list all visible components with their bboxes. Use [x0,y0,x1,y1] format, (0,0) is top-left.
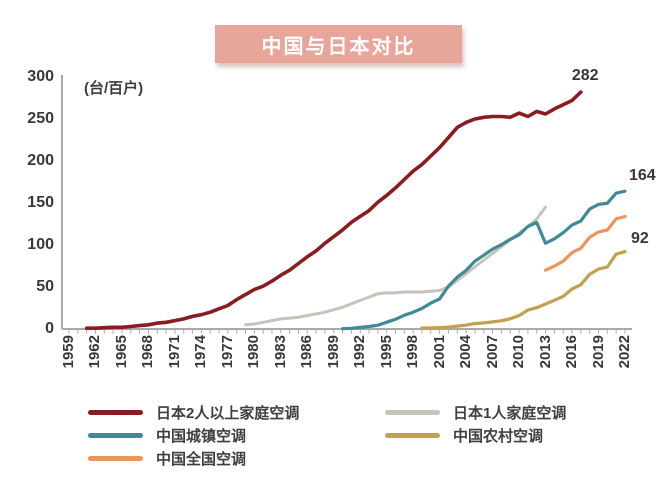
y-tick-label: 250 [27,110,54,127]
series-line-japan_2plus [84,90,583,331]
x-tick-label: 1995 [377,335,395,369]
x-tick-label: 1974 [192,335,210,369]
legend-swatch-china_national [88,455,143,461]
x-tick-label: 1983 [271,335,289,369]
x-tick-label: 1962 [86,335,104,369]
series-line-china_rural [420,250,627,330]
end-value-label-china_urban: 164 [628,167,656,185]
end-value-label-china_rural: 92 [630,229,649,247]
series-line-china_urban [341,189,627,331]
legend: 日本2人以上家庭空调 日本1人家庭空调中国城镇空调 中国农村空调中国全国空调 [88,401,633,469]
series-line-japan_single [244,205,547,327]
y-tick-label: 100 [27,236,54,253]
legend-item-china_national: 中国全国空调 [88,447,385,469]
x-tick-label: 2010 [510,335,528,369]
y-tick-label: 300 [27,68,54,85]
legend-swatch-china_rural [385,432,440,438]
legend-label: 日本1人家庭空调 [453,404,567,422]
x-tick-label: 2016 [563,335,581,369]
legend-swatch-japan_2plus [88,409,143,415]
x-tick-label: 1986 [298,335,316,369]
legend-label: 日本2人以上家庭空调 [156,404,300,422]
legend-label: 中国农村空调 [453,427,544,445]
x-tick-label: 2001 [430,335,448,369]
x-tick-label: 1980 [245,335,263,369]
y-tick-label: 50 [36,278,54,295]
x-tick-label: 2007 [483,335,501,369]
series-line-china_national [543,214,627,272]
y-tick-label: 150 [27,194,54,211]
x-tick-label: 2019 [589,335,607,369]
legend-item-japan_single: 日本1人家庭空调 [385,401,633,423]
x-tick-label: 1992 [351,335,369,369]
legend-item-china_urban: 中国城镇空调 [88,424,385,446]
x-tick-label: 1965 [112,335,130,369]
x-tick-label: 2022 [615,335,633,369]
y-tick-label: 200 [27,152,54,169]
y-axis-unit-label: (台/百户) [84,80,144,97]
legend-swatch-japan_single [385,409,440,415]
x-tick-label: 1968 [139,335,157,369]
x-tick-label: 1959 [60,335,77,369]
legend-label: 中国城镇空调 [156,427,247,445]
y-tick-label: 0 [45,320,54,337]
end-value-label-japan_2plus: 282 [571,67,599,85]
legend-item-japan_2plus: 日本2人以上家庭空调 [88,401,385,423]
x-tick-label: 1971 [165,335,183,369]
legend-label: 中国全国空调 [156,450,247,468]
x-tick-label: 1977 [218,335,236,369]
x-tick-label: 1998 [404,335,422,369]
x-tick-label: 1989 [324,335,342,369]
legend-swatch-china_urban [88,432,143,438]
chart-title-banner: 中国与日本对比 [215,25,462,63]
x-tick-label: 2004 [457,335,475,369]
x-tick-label: 2013 [536,335,554,369]
legend-item-china_rural: 中国农村空调 [385,424,633,446]
